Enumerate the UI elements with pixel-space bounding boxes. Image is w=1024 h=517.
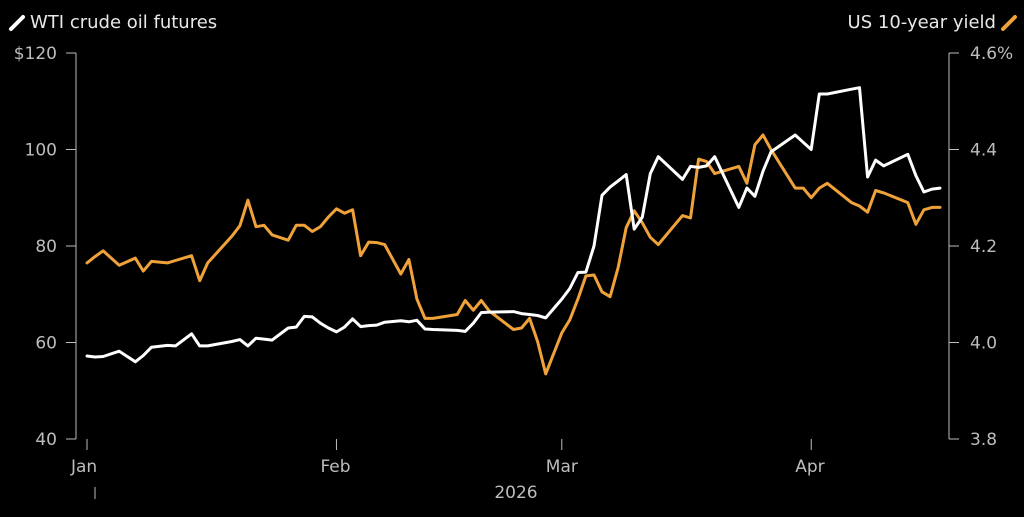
series-line-wti (85, 86, 942, 364)
axes: $120 100 80 60 40 4.6% 4.4 4.2 4.0 3.8 Jan Feb Mar… (14, 44, 1013, 503)
right-tick-label: 4.6% (970, 44, 1013, 64)
legend-label-yield: US 10-year yield (848, 12, 996, 33)
legend-swatch-yield (1001, 15, 1017, 31)
left-tick-label: 80 (35, 237, 57, 257)
right-tick-label: 3.8 (970, 430, 997, 450)
x-tick-label: Feb (320, 457, 350, 477)
series-group (85, 86, 942, 376)
right-tick-label: 4.0 (970, 334, 997, 354)
left-tick-label: 40 (35, 430, 57, 450)
x-tick-label: Mar (546, 457, 578, 477)
right-axis-ticks: 4.6% 4.4 4.2 4.0 3.8 (949, 44, 1013, 450)
left-tick-label: $120 (14, 44, 57, 64)
series-line-yield (85, 133, 942, 376)
x-axis-year-label: 2026 (494, 483, 537, 503)
x-axis-ticks: Jan Feb Mar Apr (70, 439, 825, 477)
left-axis-ticks: $120 100 80 60 40 (14, 44, 76, 450)
legend-label-wti: WTI crude oil futures (30, 12, 217, 33)
right-tick-label: 4.4 (970, 141, 997, 161)
left-tick-label: 60 (35, 334, 57, 354)
legend: WTI crude oil futures US 10-year yield (9, 12, 1017, 33)
legend-swatch-wti (9, 15, 25, 31)
x-tick-label: Jan (70, 457, 97, 477)
right-tick-label: 4.2 (970, 237, 997, 257)
left-tick-label: 100 (25, 141, 57, 161)
x-tick-label: Apr (795, 457, 824, 477)
